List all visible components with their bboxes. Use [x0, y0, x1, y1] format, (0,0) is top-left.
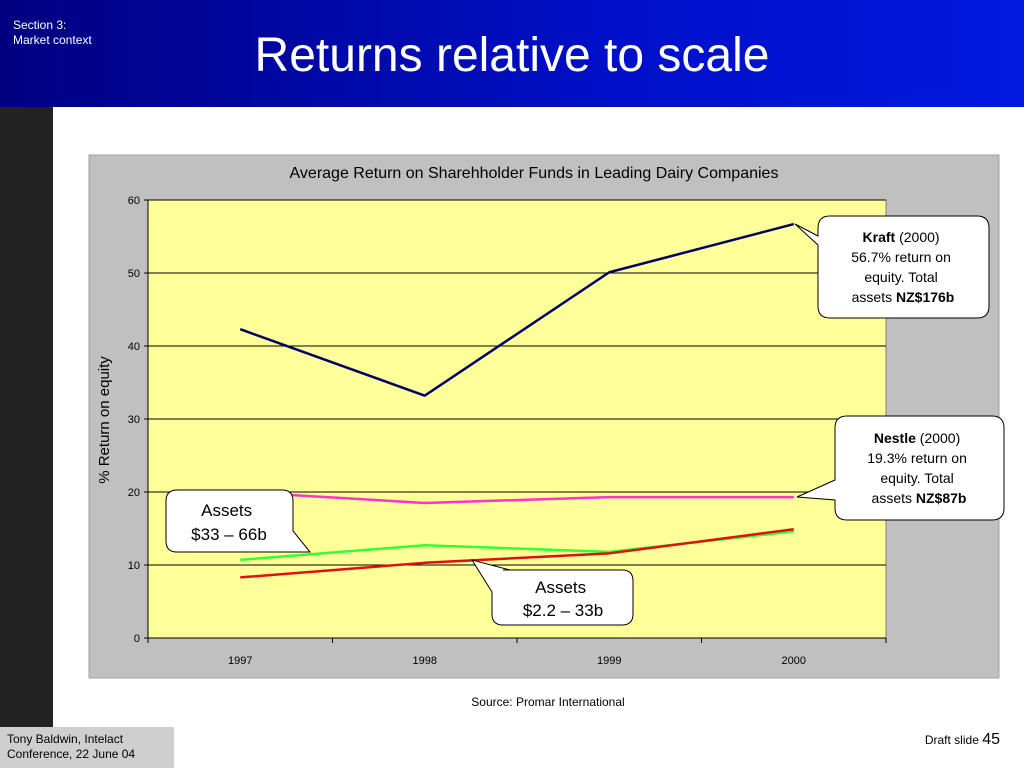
- nestle-name: Nestle: [874, 430, 916, 446]
- y-tick-labels: 0 10 20 30 40 50 60: [128, 195, 140, 645]
- y-axis-label: % Return on equity: [96, 356, 113, 484]
- kraft-equity: equity. Total: [864, 269, 937, 285]
- y-tick-label: 30: [128, 414, 140, 426]
- x-tick-labels: 1997 1998 1999 2000: [228, 655, 806, 667]
- axes: [144, 199, 887, 643]
- section-line-1: Section 3:: [13, 18, 67, 32]
- kraft-assets-label: assets: [852, 289, 896, 305]
- assets-small-line1: Assets: [535, 578, 586, 597]
- nestle-assets-value: NZ$87b: [916, 490, 967, 506]
- footer-line-1: Tony Baldwin, Intelact: [7, 732, 124, 746]
- source-note: Source: Promar International: [471, 695, 625, 709]
- assets-large-line2: $33 – 66b: [191, 525, 267, 544]
- series-line-4: [240, 527, 794, 579]
- gridlines: [148, 199, 886, 566]
- section-line-2: Market context: [13, 33, 92, 47]
- header-bar: [0, 0, 1024, 107]
- series-line-1: [239, 222, 795, 397]
- assets-small-line2: $2.2 – 33b: [523, 601, 603, 620]
- kraft-name: Kraft: [863, 229, 896, 245]
- section-label: Section 3: Market context: [13, 18, 92, 48]
- kraft-assets-value: NZ$176b: [896, 289, 954, 305]
- nestle-callout: Nestle (2000) 19.3% return on equity. To…: [796, 415, 1005, 521]
- kraft-callout-text: Kraft (2000) 56.7% return on equity. Tot…: [851, 229, 955, 305]
- footer-text: Tony Baldwin, Intelact Conference, 22 Ju…: [7, 732, 135, 762]
- assets-small-callout-shape: [470, 559, 634, 626]
- footer-line-2: Conference, 22 June 04: [7, 747, 136, 761]
- kraft-callout-shape: [794, 215, 990, 319]
- assets-small-callout: Assets $2.2 – 33b: [470, 559, 634, 626]
- slide-number: Draft slide 45: [925, 731, 1000, 749]
- x-tick-label: 1997: [228, 655, 252, 667]
- chart-title: Average Return on Sharehholder Funds in …: [290, 165, 779, 182]
- nestle-return: 19.3% return on: [867, 450, 967, 466]
- nestle-callout-text: Nestle (2000) 19.3% return on equity. To…: [867, 430, 971, 506]
- slide-title: Returns relative to scale: [254, 29, 770, 82]
- assets-large-callout-shape: [165, 489, 312, 553]
- y-tick-label: 40: [128, 341, 140, 353]
- kraft-year: (2000): [895, 229, 939, 245]
- draft-label: Draft slide: [924, 733, 983, 747]
- nestle-callout-shape: [796, 415, 1005, 521]
- page-number: 45: [982, 731, 1000, 748]
- assets-large-text: Assets $33 – 66b: [191, 501, 267, 544]
- kraft-return: 56.7% return on: [851, 249, 951, 265]
- series-lines: [239, 222, 795, 579]
- nestle-equity: equity. Total: [880, 470, 953, 486]
- kraft-callout: Kraft (2000) 56.7% return on equity. Tot…: [794, 215, 990, 319]
- x-tick-label: 1998: [413, 655, 437, 667]
- y-tick-label: 10: [128, 560, 140, 572]
- assets-large-callout: Assets $33 – 66b: [165, 489, 312, 553]
- series-line-2: [240, 490, 794, 505]
- y-tick-label: 50: [128, 268, 140, 280]
- y-tick-label: 0: [134, 633, 140, 645]
- nestle-year: (2000): [916, 430, 960, 446]
- nestle-assets-label: assets: [872, 490, 916, 506]
- x-tick-label: 1999: [597, 655, 621, 667]
- assets-small-text: Assets $2.2 – 33b: [523, 578, 603, 620]
- x-tick-label: 2000: [782, 655, 806, 667]
- footer-box: [0, 727, 174, 768]
- y-tick-label: 60: [128, 195, 140, 207]
- left-sidebar-bar: [0, 107, 53, 727]
- y-tick-label: 20: [128, 487, 140, 499]
- assets-large-line1: Assets: [201, 501, 252, 520]
